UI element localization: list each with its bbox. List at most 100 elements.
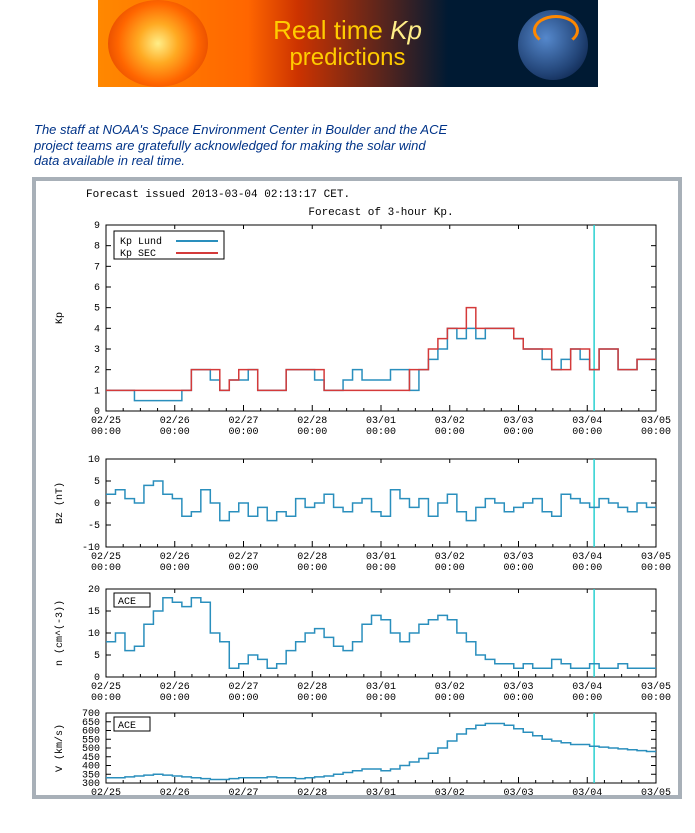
acknowledgement-text: The staff at NOAA's Space Environment Ce…	[34, 122, 454, 169]
ylabel: Kp	[55, 312, 66, 324]
svg-text:02/26: 02/26	[160, 551, 190, 563]
svg-text:00:00: 00:00	[641, 563, 671, 574]
svg-text:00:00: 00:00	[160, 693, 190, 704]
svg-text:03/05: 03/05	[641, 787, 671, 795]
svg-text:8: 8	[94, 241, 100, 252]
svg-text:20: 20	[88, 585, 100, 596]
svg-text:03/04: 03/04	[572, 415, 602, 427]
svg-text:02/25: 02/25	[91, 415, 121, 427]
svg-text:ACE: ACE	[118, 597, 136, 608]
svg-text:00:00: 00:00	[366, 693, 396, 704]
svg-text:00:00: 00:00	[503, 563, 533, 574]
svg-text:00:00: 00:00	[297, 427, 327, 438]
svg-text:03/02: 03/02	[435, 551, 465, 563]
chart-title: Forecast of 3-hour Kp.	[308, 207, 453, 219]
svg-text:03/05: 03/05	[641, 415, 671, 427]
banner-kp: Kp	[390, 15, 422, 45]
kp-sec-series	[106, 307, 656, 390]
svg-text:02/27: 02/27	[228, 415, 258, 427]
svg-text:02/27: 02/27	[228, 787, 258, 795]
svg-text:5: 5	[94, 651, 100, 662]
svg-text:03/02: 03/02	[435, 415, 465, 427]
svg-text:02/26: 02/26	[160, 787, 190, 795]
svg-text:700: 700	[82, 709, 100, 720]
svg-text:03/05: 03/05	[641, 681, 671, 693]
svg-text:02/27: 02/27	[228, 681, 258, 693]
svg-text:03/03: 03/03	[503, 415, 533, 427]
chart-panel: Forecast issued 2013-03-04 02:13:17 CET.…	[32, 177, 682, 799]
svg-text:00:00: 00:00	[641, 427, 671, 438]
svg-text:00:00: 00:00	[366, 563, 396, 574]
svg-text:02/27: 02/27	[228, 551, 258, 563]
svg-text:02/26: 02/26	[160, 681, 190, 693]
svg-text:03/03: 03/03	[503, 787, 533, 795]
svg-text:00:00: 00:00	[228, 563, 258, 574]
bz-series	[106, 481, 656, 521]
n-series	[106, 598, 656, 668]
svg-text:00:00: 00:00	[228, 693, 258, 704]
svg-text:02/28: 02/28	[297, 681, 327, 693]
ylabel: n (cm^(-3))	[54, 600, 66, 666]
svg-text:02/25: 02/25	[91, 551, 121, 563]
banner-title: Real time Kp predictions	[273, 16, 422, 71]
svg-text:03/04: 03/04	[572, 681, 602, 693]
svg-text:03/02: 03/02	[435, 787, 465, 795]
ylabel: Bz (nT)	[54, 482, 66, 524]
svg-text:9: 9	[94, 221, 100, 232]
svg-text:6: 6	[94, 283, 100, 294]
chart-svg: Forecast issued 2013-03-04 02:13:17 CET.…	[36, 181, 678, 795]
svg-text:2: 2	[94, 365, 100, 376]
svg-text:03/04: 03/04	[572, 787, 602, 795]
svg-text:00:00: 00:00	[435, 563, 465, 574]
banner-line1a: Real time	[273, 15, 390, 45]
svg-text:15: 15	[88, 607, 100, 618]
svg-text:00:00: 00:00	[503, 693, 533, 704]
svg-text:03/03: 03/03	[503, 551, 533, 563]
svg-text:02/28: 02/28	[297, 551, 327, 563]
svg-text:00:00: 00:00	[641, 693, 671, 704]
svg-text:-5: -5	[88, 521, 100, 532]
svg-text:03/01: 03/01	[366, 415, 396, 427]
svg-text:00:00: 00:00	[91, 693, 121, 704]
svg-text:00:00: 00:00	[91, 563, 121, 574]
svg-text:Kp SEC: Kp SEC	[120, 249, 156, 260]
banner: Real time Kp predictions	[98, 0, 598, 87]
svg-text:02/28: 02/28	[297, 787, 327, 795]
svg-text:03/01: 03/01	[366, 551, 396, 563]
svg-text:03/01: 03/01	[366, 787, 396, 795]
svg-text:02/25: 02/25	[91, 787, 121, 795]
svg-text:00:00: 00:00	[297, 563, 327, 574]
svg-text:03/04: 03/04	[572, 551, 602, 563]
svg-text:5: 5	[94, 303, 100, 314]
v-series	[106, 723, 656, 779]
svg-text:7: 7	[94, 262, 100, 273]
svg-text:00:00: 00:00	[91, 427, 121, 438]
svg-text:00:00: 00:00	[435, 693, 465, 704]
svg-text:02/28: 02/28	[297, 415, 327, 427]
svg-text:02/26: 02/26	[160, 415, 190, 427]
svg-text:00:00: 00:00	[503, 427, 533, 438]
svg-text:5: 5	[94, 477, 100, 488]
ylabel: V (km/s)	[54, 724, 66, 772]
svg-text:ACE: ACE	[118, 721, 136, 732]
svg-text:00:00: 00:00	[572, 693, 602, 704]
svg-text:00:00: 00:00	[160, 427, 190, 438]
svg-text:00:00: 00:00	[297, 693, 327, 704]
svg-text:02/25: 02/25	[91, 681, 121, 693]
svg-text:Kp Lund: Kp Lund	[120, 236, 162, 248]
forecast-issued: Forecast issued 2013-03-04 02:13:17 CET.	[86, 189, 350, 201]
svg-text:03/05: 03/05	[641, 551, 671, 563]
svg-text:03/01: 03/01	[366, 681, 396, 693]
svg-text:03/02: 03/02	[435, 681, 465, 693]
svg-text:00:00: 00:00	[160, 563, 190, 574]
svg-text:10: 10	[88, 629, 100, 640]
banner-line2: predictions	[273, 45, 422, 71]
svg-text:4: 4	[94, 324, 100, 335]
svg-text:00:00: 00:00	[228, 427, 258, 438]
svg-text:00:00: 00:00	[366, 427, 396, 438]
svg-text:00:00: 00:00	[572, 563, 602, 574]
svg-text:00:00: 00:00	[572, 427, 602, 438]
svg-text:3: 3	[94, 345, 100, 356]
svg-text:10: 10	[88, 455, 100, 466]
svg-text:03/03: 03/03	[503, 681, 533, 693]
